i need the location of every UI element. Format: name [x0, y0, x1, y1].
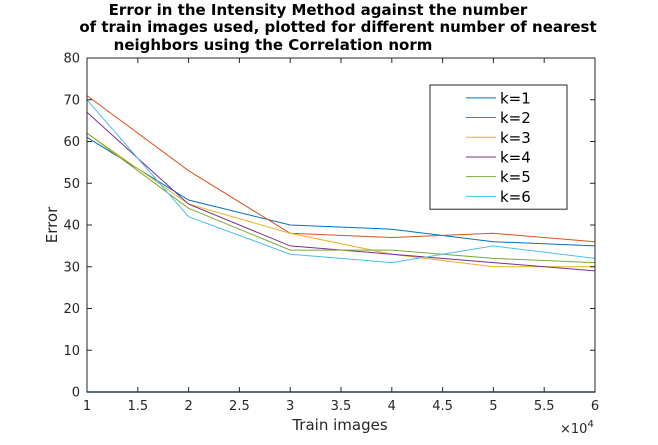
legend: k=1 k=2 k=3k=4 k=5 k=6 [429, 84, 568, 210]
x-axis-exponent: ×104 [560, 419, 594, 437]
x-axis-ticks: 1 1.5 2 2.5 3 3.5 4 4.5 5 5.5 6 [83, 58, 599, 414]
series-line-5 [86, 132, 596, 264]
y-axis-ticks: 0 10 20 30 40 50 60 70 80 [63, 52, 595, 401]
x-tick-label: 4.5 [432, 399, 453, 414]
svg-text:×104: ×104 [560, 419, 594, 437]
series-line-1 [86, 136, 596, 247]
series-line-3 [86, 132, 595, 268]
x-tick-label: 3 [286, 399, 294, 414]
x-axis-exponent-power: 4 [587, 419, 593, 430]
chart-title: Error in the Intensity Method against th… [79, 1, 596, 54]
legend-label-1: k=1 [500, 89, 531, 107]
y-tick-label: 20 [63, 302, 80, 317]
x-tick-label: 2.5 [229, 399, 250, 414]
chart-title-line-2: of train images used, plotted for differ… [79, 18, 596, 36]
y-tick-label: 60 [63, 135, 80, 150]
x-tick-label: 2 [184, 399, 192, 414]
y-axis-label: Error [43, 206, 61, 243]
y-tick-label: 50 [63, 177, 80, 192]
chart-title-line-1: Error in the Intensity Method against th… [109, 1, 528, 19]
legend-box [429, 84, 568, 210]
y-tick-label: 80 [63, 52, 80, 67]
x-tick-label: 3.5 [331, 399, 352, 414]
y-tick-label: 70 [63, 93, 80, 108]
x-tick-label: 4 [388, 399, 396, 414]
series-line-2 [86, 95, 596, 243]
chart-title-line-3: neighbors using the Correlation norm [114, 36, 433, 54]
y-tick-label: 0 [72, 386, 80, 401]
y-tick-label: 10 [63, 344, 80, 359]
x-axis-exponent-base: ×10 [560, 422, 587, 437]
legend-label-2: k=2 [500, 109, 531, 127]
y-tick-label: 40 [63, 219, 80, 234]
x-tick-label: 1.5 [127, 399, 148, 414]
x-tick-label: 1 [83, 399, 91, 414]
legend-label-3: k=3 [500, 129, 531, 147]
x-tick-label: 5.5 [534, 399, 555, 414]
series-line-6 [86, 99, 596, 264]
series-layer [86, 95, 596, 272]
x-axis-label: Train images [291, 416, 387, 434]
x-tick-label: 5 [489, 399, 497, 414]
legend-label-5: k=5 [500, 168, 531, 186]
legend-label-6: k=6 [500, 188, 531, 206]
y-tick-label: 30 [63, 260, 80, 275]
x-tick-label: 6 [591, 399, 599, 414]
legend-label-4: k=4 [500, 148, 531, 166]
